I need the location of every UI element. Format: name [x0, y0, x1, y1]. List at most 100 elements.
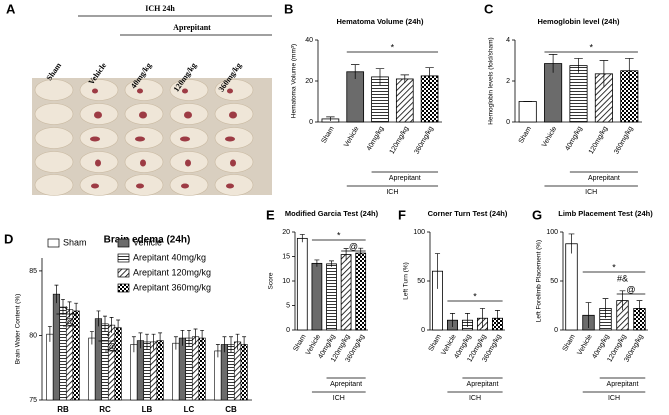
significance-label: @ [65, 316, 74, 326]
bar [395, 78, 414, 123]
y-tick-label: 15 [282, 253, 290, 260]
significance-label: * [337, 230, 341, 240]
brain-slice [124, 174, 164, 196]
brain-slice [214, 174, 254, 196]
y-tick-label: 0 [309, 119, 313, 126]
error-bar [585, 302, 592, 329]
group-label: ICH [585, 189, 597, 196]
error-bar [242, 336, 247, 353]
legend-label: Arepitant 120mg/kg [133, 267, 211, 277]
bar [233, 341, 242, 401]
group-header: Aprepitant [173, 23, 211, 32]
chart-title: Corner Turn Test (24h) [428, 209, 508, 218]
y-axis-label: Brain Water Content (%) [15, 294, 22, 365]
panel-letter: G [532, 207, 542, 222]
bar [149, 341, 158, 401]
chart-title: Modified Garcia Test (24h) [285, 209, 379, 218]
y-tick-label: 50 [417, 278, 425, 285]
x-tick-label: 120mg/kg [588, 125, 609, 155]
hematoma [230, 159, 236, 167]
bar [136, 340, 145, 401]
significance-label: * [65, 304, 69, 314]
panel-letter: E [266, 207, 275, 222]
error-bar [326, 116, 335, 121]
significance-label: * [473, 291, 477, 301]
bar [88, 337, 96, 401]
bar [326, 263, 337, 331]
bar [311, 262, 323, 331]
brain-slice [214, 79, 254, 101]
bar [94, 318, 103, 401]
brain-slice [34, 174, 74, 196]
bar [156, 340, 164, 401]
panel-letter: B [284, 1, 293, 16]
header: ICH 24h [145, 4, 175, 13]
error-bar [636, 300, 643, 317]
brain-slice [169, 174, 209, 196]
significance-label: * [612, 262, 616, 272]
significance-label: * [391, 42, 395, 52]
hematoma [140, 159, 146, 167]
error-bar [400, 74, 410, 84]
error-bar [47, 326, 52, 342]
bar [143, 341, 151, 401]
error-bar [574, 58, 583, 73]
error-bar [151, 333, 156, 350]
bar [114, 327, 122, 401]
bar [355, 252, 367, 331]
bar [569, 65, 588, 123]
y-tick-label: 100 [546, 229, 558, 236]
error-bar [449, 312, 456, 328]
group-label: Aprepitant [467, 381, 499, 388]
bar [296, 237, 308, 331]
hematoma [91, 183, 99, 189]
error-bar [343, 248, 349, 261]
x-tick-label: Sham [321, 125, 336, 144]
y-tick-label: 0 [286, 327, 290, 334]
brain-slice [79, 79, 119, 101]
error-bar [434, 253, 441, 289]
x-tick-label: Sham [428, 333, 443, 352]
error-bar [568, 233, 575, 254]
significance-label: @ [626, 284, 635, 294]
error-bar [138, 332, 143, 349]
legend-swatch [117, 238, 130, 248]
panel-letter: F [398, 207, 406, 222]
y-tick-label: 75 [29, 397, 37, 404]
legend-label: Vehicle [133, 237, 162, 247]
x-tick-label: Sham [562, 333, 577, 352]
brain-slice [34, 79, 74, 101]
hematoma [227, 88, 233, 94]
chart-title: Brain edema (24h) [104, 235, 191, 246]
bar [214, 350, 222, 401]
y-tick-label: 20 [282, 229, 290, 236]
y-tick-label: 50 [550, 278, 558, 285]
x-tick-label: Vehicle [541, 125, 558, 148]
x-tick-label: Vehicle [343, 125, 360, 148]
y-tick-label: 80 [29, 332, 37, 339]
x-tick-label: 40mg/kg [564, 125, 584, 152]
hematoma [181, 183, 189, 189]
y-tick-label: 0 [421, 327, 425, 334]
x-tick-label: 120mg/kg [389, 125, 410, 155]
y-axis-label: Left Turn (%) [403, 262, 410, 300]
significance-label: * [589, 42, 593, 52]
legend-swatch [117, 283, 130, 293]
x-tick-label: RB [57, 405, 69, 414]
y-axis-label: Hematoma Volume (mm³) [291, 44, 298, 118]
legend-label: Sham [63, 237, 87, 247]
y-tick-label: 0 [554, 327, 558, 334]
panel-letter: C [484, 1, 494, 16]
group-label: Aprepitant [330, 381, 362, 388]
error-bar [375, 68, 385, 86]
y-axis-label: Score [268, 272, 275, 289]
error-bar [548, 54, 558, 73]
error-bar [145, 333, 149, 350]
error-bar [89, 331, 94, 345]
x-tick-label: CB [225, 405, 237, 414]
bar [518, 101, 537, 123]
error-bar [200, 329, 205, 346]
x-tick-label: RC [99, 405, 111, 414]
bar [227, 344, 235, 401]
